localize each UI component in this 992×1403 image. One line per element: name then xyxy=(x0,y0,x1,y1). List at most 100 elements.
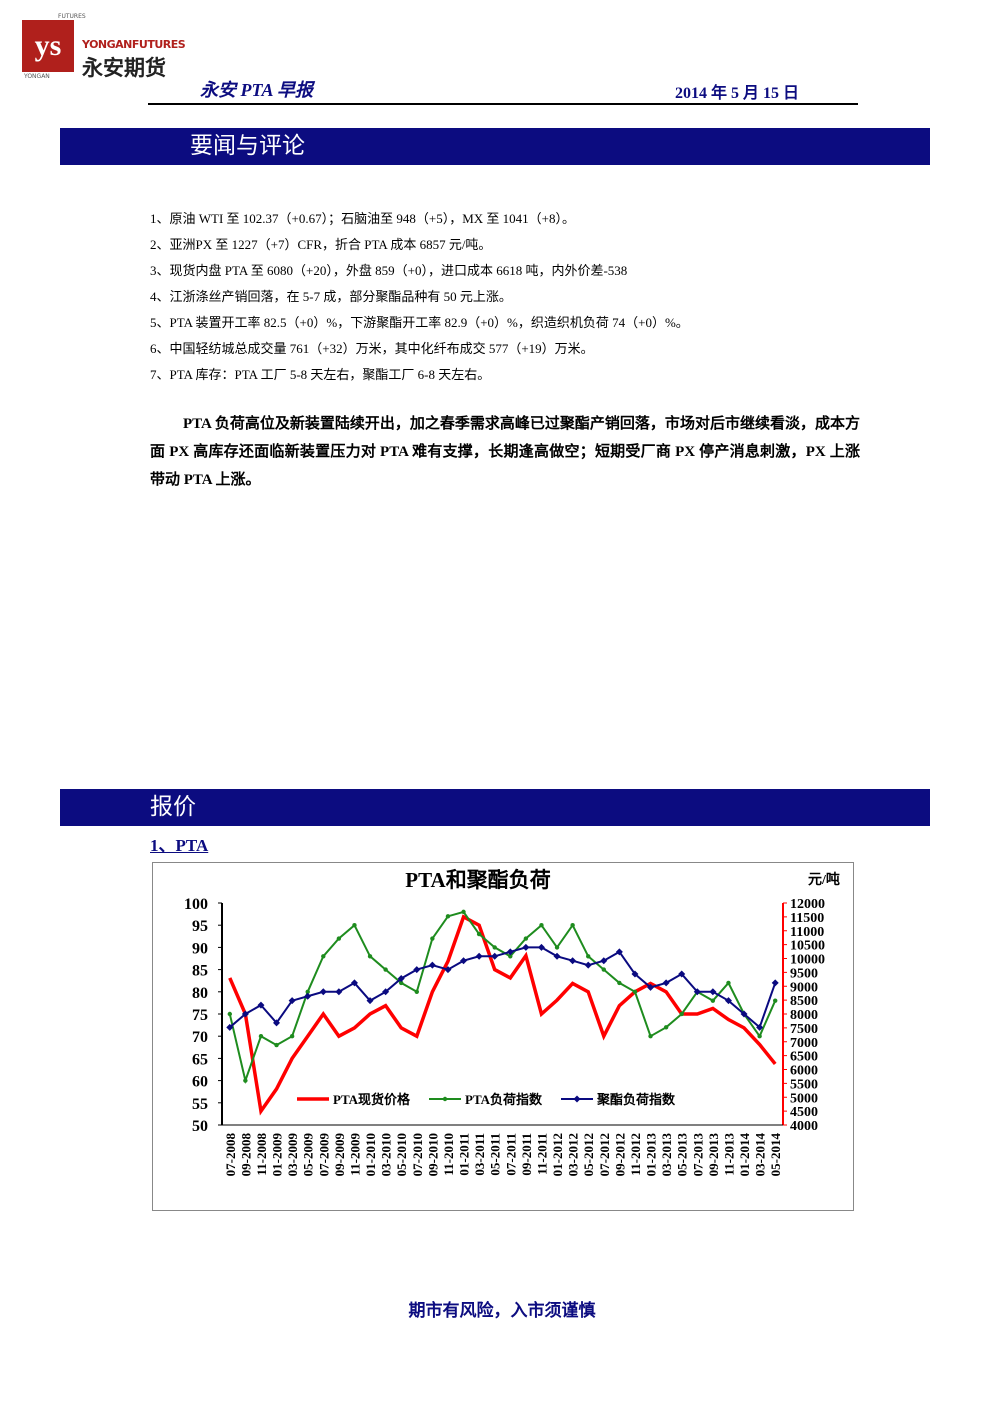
x-tick-label: 01-2011 xyxy=(457,1133,472,1176)
section-bar: 要闻与评论 xyxy=(60,128,930,165)
x-tick-label: 01-2009 xyxy=(270,1133,285,1177)
y2-tick-label: 5500 xyxy=(790,1077,818,1092)
marker xyxy=(600,957,608,965)
logo-top: FUTURES xyxy=(58,13,86,20)
x-tick-label: 05-2013 xyxy=(675,1133,690,1177)
x-tick-label: 01-2013 xyxy=(644,1133,659,1177)
marker xyxy=(243,1078,248,1083)
y2-tick-label: 4000 xyxy=(790,1119,818,1134)
marker xyxy=(442,1096,448,1102)
y2-tick-label: 7000 xyxy=(790,1036,818,1051)
marker xyxy=(382,988,390,996)
x-tick-label: 07-2008 xyxy=(223,1133,238,1177)
y2-tick-label: 8000 xyxy=(790,1008,818,1023)
logo: ys xyxy=(22,20,74,72)
chart-frame xyxy=(152,862,854,1211)
marker xyxy=(632,989,638,994)
marker xyxy=(537,943,545,951)
logo-bottom: YONGAN xyxy=(24,73,50,80)
section-title: 要闻与评论 xyxy=(190,133,305,159)
y2-tick-label: 11500 xyxy=(790,911,824,926)
chart-title: PTA和聚酯负荷 xyxy=(405,868,550,892)
marker xyxy=(726,980,731,986)
marker xyxy=(226,1023,234,1031)
y2-tick-label: 10000 xyxy=(790,953,825,968)
marker xyxy=(289,1034,295,1039)
marker xyxy=(367,954,373,959)
marker xyxy=(523,936,529,941)
marker xyxy=(460,957,468,965)
marker xyxy=(584,961,592,969)
marker xyxy=(570,923,575,928)
x-tick-label: 07-2012 xyxy=(597,1133,612,1176)
marker xyxy=(319,988,327,996)
x-tick-label: 09-2008 xyxy=(238,1133,253,1177)
x-tick-label: 11-2012 xyxy=(628,1133,643,1176)
x-tick-label: 07-2010 xyxy=(410,1133,425,1176)
marker xyxy=(678,970,686,978)
y-tick-label: 75 xyxy=(192,1007,208,1024)
legend-label: 聚酯负荷指数 xyxy=(596,1092,676,1107)
marker xyxy=(274,1042,279,1048)
y-tick-label: 55 xyxy=(192,1096,208,1113)
marker xyxy=(430,936,435,941)
y2-tick-label: 11000 xyxy=(790,925,824,940)
marker xyxy=(428,961,436,969)
y-tick-label: 95 xyxy=(192,918,208,935)
marker xyxy=(475,952,483,960)
marker xyxy=(662,979,670,987)
marker xyxy=(508,954,513,959)
news-item: 7、PTA 库存：PTA 工厂 5-8 天左右，聚酯工厂 6-8 天左右。 xyxy=(150,367,491,382)
marker xyxy=(352,923,357,928)
news-item: 6、中国轻纺城总成交量 761（+32）万米，其中化纤布成交 577（+19）万… xyxy=(150,341,594,356)
x-tick-label: 09-2011 xyxy=(519,1133,534,1176)
x-tick-label: 03-2012 xyxy=(566,1133,581,1176)
x-tick-label: 05-2012 xyxy=(581,1133,596,1176)
marker xyxy=(724,997,732,1005)
y-tick-label: 60 xyxy=(192,1074,208,1091)
marker xyxy=(553,952,561,960)
x-tick-label: 09-2009 xyxy=(332,1133,347,1177)
marker xyxy=(709,988,717,996)
x-tick-label: 07-2011 xyxy=(503,1133,518,1176)
x-tick-label: 07-2009 xyxy=(316,1133,331,1177)
marker xyxy=(522,943,530,951)
marker xyxy=(586,954,591,959)
y2-tick-label: 4500 xyxy=(790,1105,818,1120)
marker xyxy=(336,936,342,941)
marker xyxy=(321,954,326,959)
y2-tick-label: 9000 xyxy=(790,980,818,995)
y2-tick-label: 8500 xyxy=(790,994,818,1009)
commentary: PTA 负荷高位及新装置陆续开出，加之春季需求高峰已过聚酯产销回落，市场对后市继… xyxy=(150,416,860,488)
marker xyxy=(305,989,310,994)
y-tick-label: 90 xyxy=(192,940,208,957)
marker xyxy=(506,948,514,956)
marker xyxy=(335,988,343,996)
marker xyxy=(601,967,606,972)
legend-label: PTA现货价格 xyxy=(333,1092,411,1107)
marker xyxy=(569,957,577,965)
marker xyxy=(461,909,466,915)
marker xyxy=(445,914,451,919)
marker xyxy=(573,1095,581,1103)
marker xyxy=(366,997,374,1005)
x-tick-label: 01-2010 xyxy=(363,1133,378,1176)
marker xyxy=(679,1011,684,1017)
marker xyxy=(647,983,655,991)
marker xyxy=(631,970,639,978)
marker xyxy=(257,1001,265,1009)
marker xyxy=(740,1010,748,1018)
marker xyxy=(773,998,778,1003)
news-item: 2、亚洲PX 至 1227（+7）CFR，折合 PTA 成本 6857 元/吨。 xyxy=(150,237,492,252)
marker xyxy=(648,1034,653,1039)
y-tick-label: 65 xyxy=(192,1051,208,1068)
x-tick-label: 03-2014 xyxy=(753,1133,768,1177)
x-tick-label: 07-2013 xyxy=(690,1133,705,1177)
logo-cn: 永安期货 xyxy=(82,56,166,80)
marker xyxy=(663,1025,669,1030)
marker xyxy=(615,948,623,956)
news-item: 3、现货内盘 PTA 至 6080（+20），外盘 859（+0），进口成本 6… xyxy=(150,263,628,278)
marker xyxy=(476,931,482,937)
y2-tick-label: 7500 xyxy=(790,1022,818,1037)
footer: 期市有风险，入市须谨慎 xyxy=(408,1301,596,1320)
